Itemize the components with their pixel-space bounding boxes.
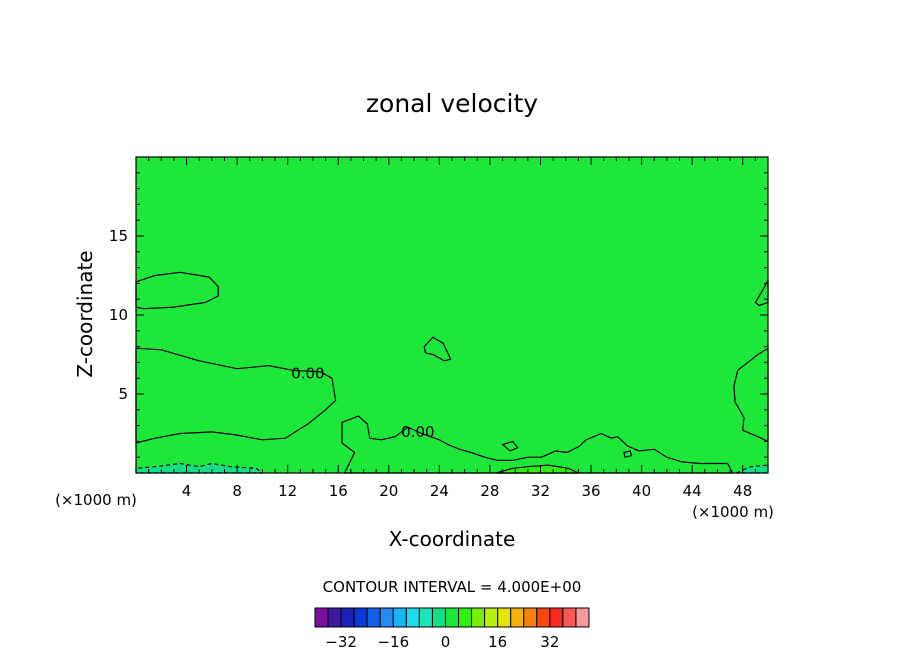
contour-fill-positive-lower-right (733, 348, 768, 442)
contour-label: 0.00 (291, 364, 324, 382)
contour-line-positive-lower-left (135, 347, 337, 444)
contour-line-positive-bottom-strip (341, 415, 734, 474)
x-tick-label: 12 (278, 482, 297, 500)
contour-fill-positive-lower-left (136, 348, 336, 443)
colorbar-swatch (353, 607, 368, 628)
x-tick-label: 36 (581, 482, 600, 500)
colorbar-swatch (340, 607, 355, 628)
y-tick-label: 5 (118, 385, 128, 403)
colorbar-swatch (458, 607, 473, 628)
colorbar-swatch (379, 607, 394, 628)
colorbar-swatch (562, 607, 577, 628)
colorbar-swatch (431, 607, 446, 628)
contour-interval-label: CONTOUR INTERVAL = 4.000E+00 (323, 578, 582, 596)
x-unit-label-left: (×1000 m) (55, 491, 137, 509)
colorbar-swatch (497, 607, 512, 628)
y-tick-label: 15 (109, 227, 128, 245)
contour-line-positive-small-blob-29 (502, 440, 519, 452)
colorbar-swatch (418, 607, 433, 628)
colorbar-swatch (549, 607, 564, 628)
contour-line-positive-small-blob-38 (623, 450, 633, 458)
x-tick-label: 40 (632, 482, 651, 500)
colorbar-tick-label: −32 (325, 633, 357, 651)
colorbar-swatch (392, 607, 407, 628)
contour-line-positive-mid-blob (423, 336, 452, 362)
colorbar-swatch (484, 607, 499, 628)
x-tick-label: 32 (531, 482, 550, 500)
x-unit-label-right: (×1000 m) (692, 503, 774, 521)
contour-line-positive-upper-left (135, 271, 219, 310)
contour-fill-positive-bottom-strip (342, 416, 733, 473)
x-tick-label: 24 (430, 482, 449, 500)
x-tick-label: 28 (480, 482, 499, 500)
colorbar-swatch (314, 607, 329, 628)
x-tick-label: 16 (329, 482, 348, 500)
y-axis-label: Z-coordinate (73, 250, 97, 377)
x-axis-label: X-coordinate (389, 527, 516, 551)
chart-title: zonal velocity (366, 89, 538, 118)
contour-label: 0.00 (401, 423, 434, 441)
x-tick-label: 8 (232, 482, 242, 500)
colorbar-swatch (327, 607, 342, 628)
contour-fill-positive-upper-left (136, 272, 219, 309)
colorbar-swatch (536, 607, 551, 628)
contour-fill-negative-bottom-right (736, 465, 768, 473)
x-tick-label: 48 (733, 482, 752, 500)
colorbar: −32 −16 0 16 32 (314, 607, 590, 651)
colorbar-swatch (405, 607, 420, 628)
colorbar-swatch (510, 607, 525, 628)
colorbar-tick-label: 32 (540, 633, 559, 651)
colorbar-swatch (471, 607, 486, 628)
contour-fill-negative-bottom-left (136, 463, 263, 473)
colorbar-tick-label: 16 (488, 633, 507, 651)
contour-line-positive-lower-right (733, 347, 769, 442)
contour-line-negative-bottom-left (135, 462, 263, 474)
colorbar-swatch (575, 607, 590, 628)
colorbar-swatch (444, 607, 460, 628)
x-tick-label: 20 (379, 482, 398, 500)
colorbar-tick-label: 0 (441, 633, 451, 651)
colorbar-swatch (523, 607, 538, 628)
y-tick-label: 10 (109, 306, 128, 324)
x-tick-label: 44 (683, 482, 702, 500)
colorbar-swatch (366, 607, 381, 628)
colorbar-tick-label: −16 (377, 633, 409, 651)
contour-fill-positive-mid-blob (424, 337, 451, 361)
x-tick-label: 4 (182, 482, 192, 500)
